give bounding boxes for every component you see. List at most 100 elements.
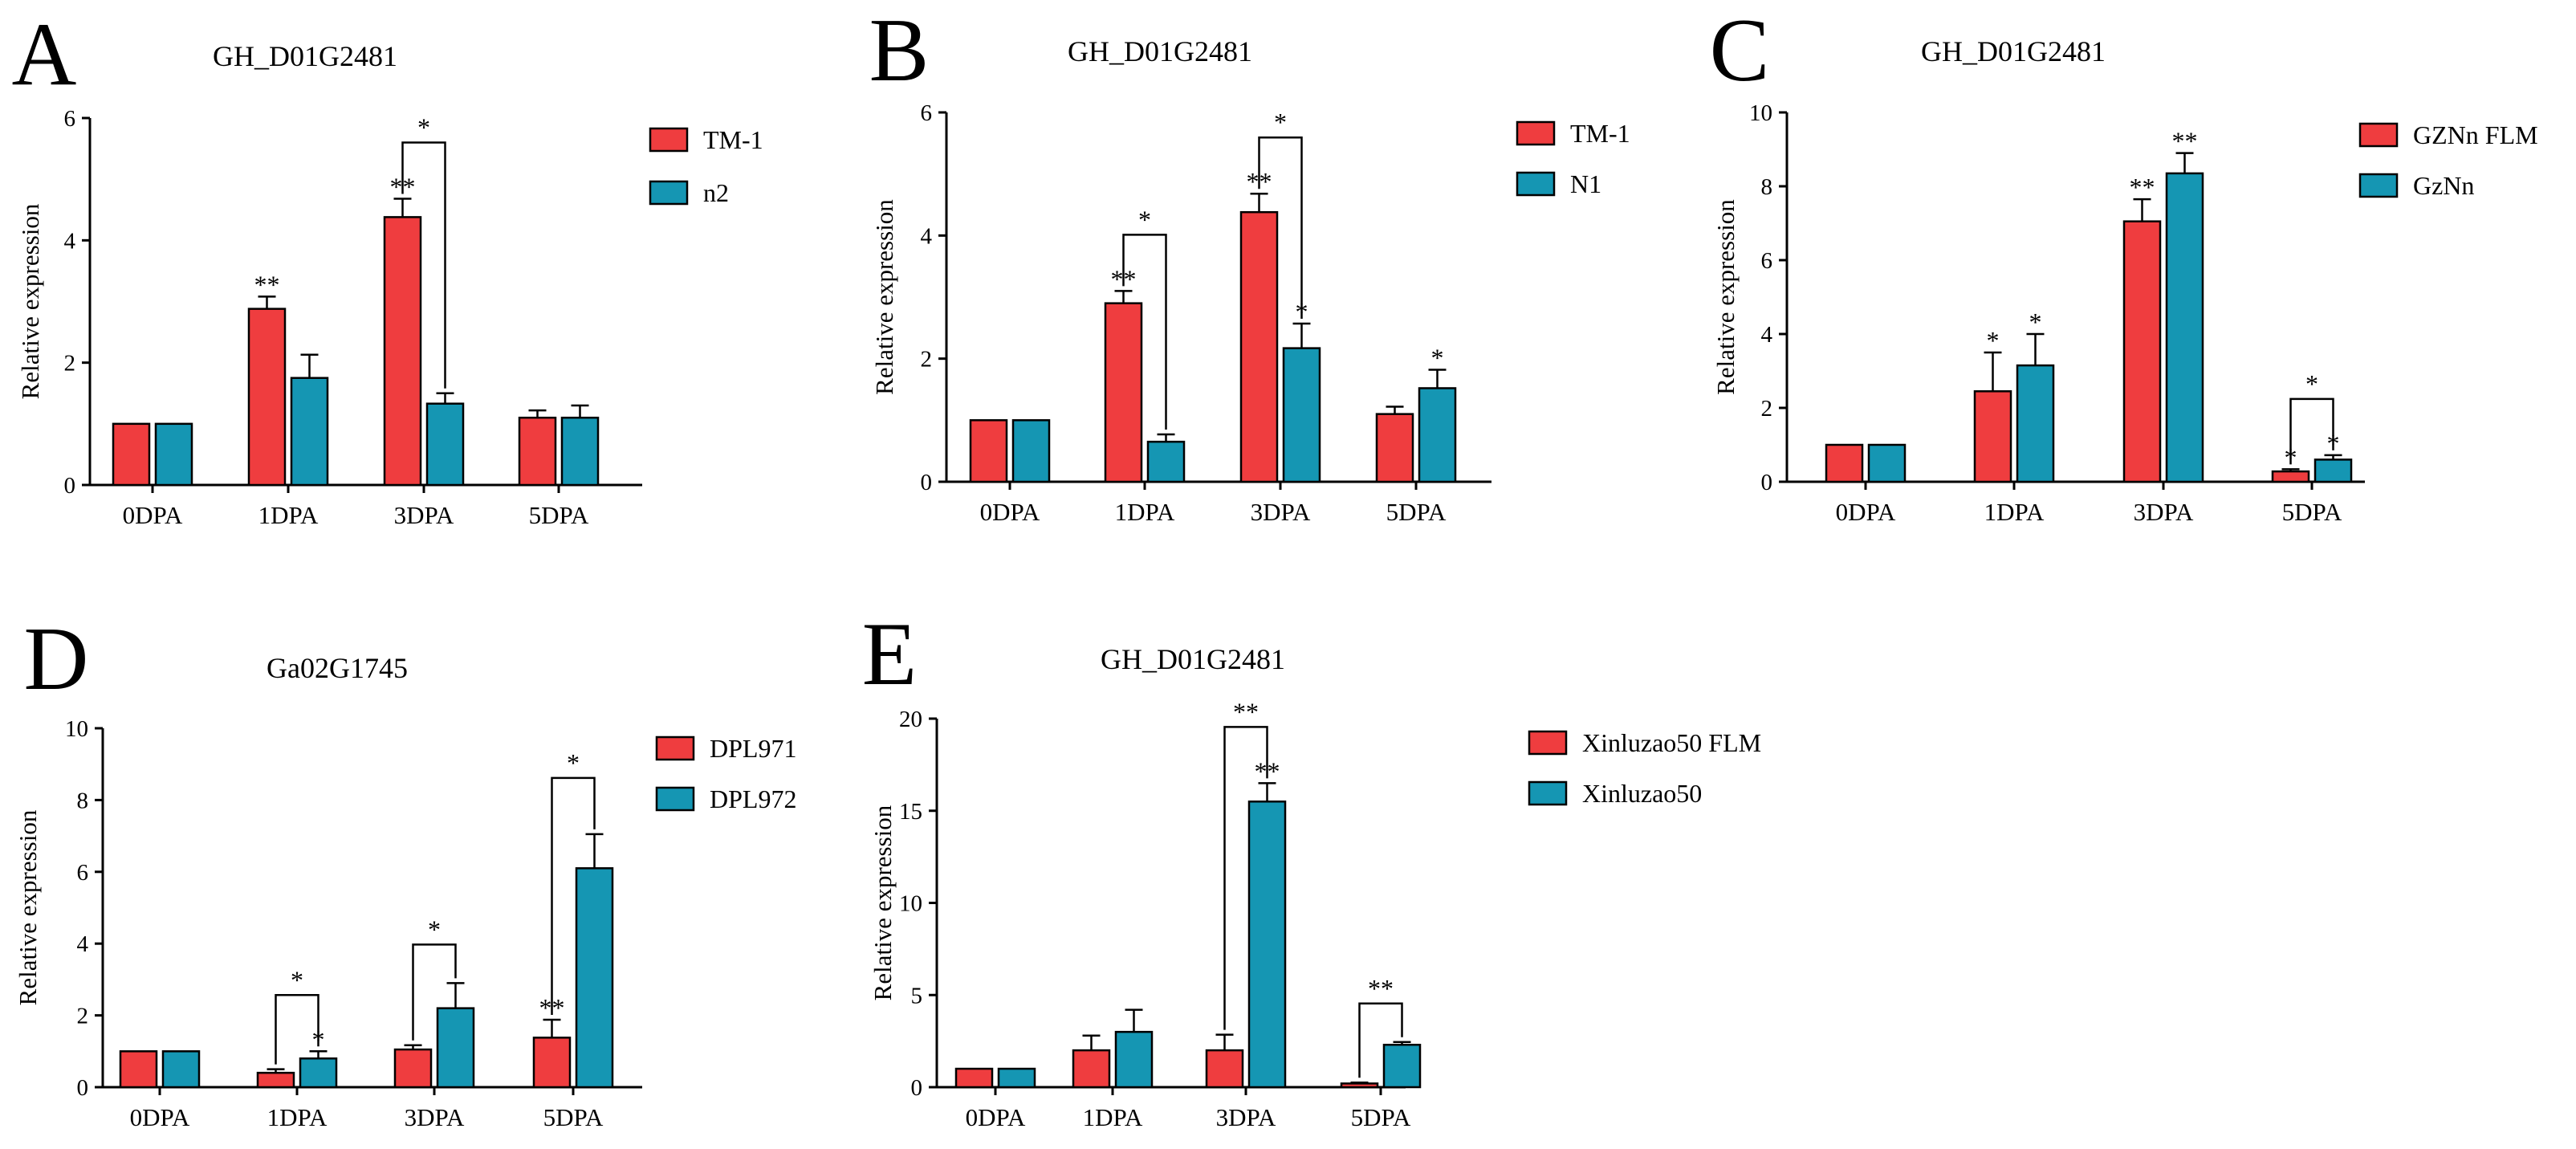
comparison-bracket	[412, 943, 457, 1041]
y-tick-label: 8	[77, 788, 89, 813]
bar	[532, 1037, 572, 1089]
y-tick-label: 2	[77, 1004, 89, 1029]
bar	[393, 1048, 433, 1089]
bar	[1104, 302, 1143, 483]
bracket-label: *	[417, 113, 430, 142]
bracket-label: **	[1233, 697, 1259, 726]
x-tick-label: 3DPA	[1251, 498, 1311, 526]
y-tick-label: 2	[64, 351, 76, 377]
bar	[1239, 210, 1279, 483]
legend-label: n2	[703, 178, 729, 207]
significance-label: *	[1987, 326, 2000, 355]
y-tick-label: 0	[64, 473, 76, 499]
legend-swatch	[1516, 120, 1556, 146]
bar	[425, 402, 465, 487]
legend-swatch	[655, 786, 695, 812]
x-tick-label: 5DPA	[2282, 498, 2342, 526]
panel-a: A GH_D01G2481 Relative expression 0 2 4 6 0DPA 1…	[12, 5, 763, 529]
significance-label: *	[2029, 308, 2042, 336]
panel-b: B GH_D01G2481 Relative expression 0 2 4 6 0DPA 1…	[869, 1, 1630, 526]
y-tick-label: 20	[899, 707, 922, 732]
x-tick-label: 0DPA	[980, 498, 1040, 526]
legend-label: GZNn FLM	[2413, 120, 2538, 149]
x-tick-label: 5DPA	[543, 1103, 604, 1131]
bar	[954, 1067, 994, 1089]
x-tick-label: 0DPA	[966, 1103, 1026, 1131]
legend-swatch	[655, 735, 695, 761]
bar	[1072, 1049, 1111, 1089]
panel-c: C GH_D01G2481 Relative expression 0 2 4 6 8 10 0D…	[1710, 1, 2538, 526]
significance-label: **	[2172, 127, 2198, 156]
x-tick-label: 5DPA	[1351, 1103, 1411, 1131]
bar	[2314, 458, 2353, 483]
panel-letter: B	[869, 1, 930, 100]
bar	[1340, 1082, 1379, 1089]
legend-label: DPL972	[710, 784, 796, 813]
x-tick-label: 3DPA	[394, 501, 454, 529]
panel-d: D Ga02G1745 Relative expression 0 2 4 6 8 10 0DPA…	[14, 609, 796, 1131]
y-tick-label: 6	[921, 100, 933, 126]
bar	[1973, 390, 2012, 483]
comparison-bracket	[401, 141, 446, 389]
bar	[299, 1057, 338, 1089]
bar	[1011, 419, 1051, 483]
bar	[1867, 443, 1907, 483]
bar	[1418, 387, 1457, 483]
comparison-bracket	[1122, 234, 1167, 430]
legend-label: TM-1	[703, 125, 763, 154]
bar	[1282, 347, 1321, 483]
y-tick-label: 0	[921, 470, 933, 495]
legend-swatch	[2358, 173, 2399, 198]
x-tick-label: 0DPA	[123, 501, 183, 529]
legend-swatch	[1528, 730, 1568, 756]
bar	[383, 216, 422, 487]
y-tick-label: 4	[921, 223, 933, 249]
y-tick-label: 10	[1749, 100, 1772, 126]
panel-e: E GH_D01G2481 Relative expression 0 5 10 15 20 0…	[862, 605, 1761, 1131]
x-tick-label: 1DPA	[267, 1103, 328, 1131]
bar	[256, 1071, 295, 1089]
bracket-label: *	[567, 748, 580, 777]
comparison-bracket	[1223, 726, 1268, 1030]
y-tick-label: 6	[1761, 248, 1773, 274]
x-tick-label: 1DPA	[258, 501, 319, 529]
y-axis-label: Relative expression	[14, 809, 42, 1005]
y-tick-label: 10	[65, 716, 88, 742]
bracket-label: **	[1368, 974, 1394, 1003]
legend-label: GzNn	[2413, 171, 2474, 200]
legend-swatch	[1516, 171, 1556, 197]
x-tick-label: 5DPA	[529, 501, 589, 529]
chart-title: GH_D01G2481	[1101, 643, 1285, 675]
x-tick-label: 3DPA	[1216, 1103, 1276, 1131]
legend-label: Xinluzao50	[1582, 779, 1702, 808]
y-tick-label: 2	[1761, 396, 1773, 422]
bar	[560, 416, 600, 487]
bar	[161, 1050, 201, 1089]
panel-letter: E	[862, 605, 917, 704]
legend-swatch	[649, 180, 689, 206]
bar	[1247, 801, 1287, 1089]
comparison-bracket	[551, 776, 596, 1015]
bar	[112, 422, 151, 487]
x-tick-label: 5DPA	[1386, 498, 1447, 526]
y-tick-label: 4	[77, 931, 89, 957]
legend-label: Xinluzao50 FLM	[1582, 728, 1761, 757]
comparison-bracket	[275, 994, 319, 1065]
bar	[575, 867, 614, 1089]
y-tick-label: 15	[899, 799, 922, 825]
y-tick-label: 0	[911, 1075, 923, 1101]
bar	[1114, 1030, 1154, 1089]
x-tick-label: 1DPA	[1083, 1103, 1143, 1131]
legend-label: DPL971	[710, 734, 796, 763]
y-axis-label: Relative expression	[870, 199, 898, 395]
x-tick-label: 0DPA	[130, 1103, 190, 1131]
bar	[969, 419, 1008, 483]
bar	[518, 416, 557, 487]
bar	[997, 1067, 1036, 1089]
bracket-label: *	[2305, 369, 2318, 398]
comparison-bracket	[2289, 397, 2334, 465]
y-tick-label: 10	[899, 891, 922, 917]
legend-label: N1	[1570, 169, 1601, 198]
comparison-bracket	[1258, 136, 1303, 319]
